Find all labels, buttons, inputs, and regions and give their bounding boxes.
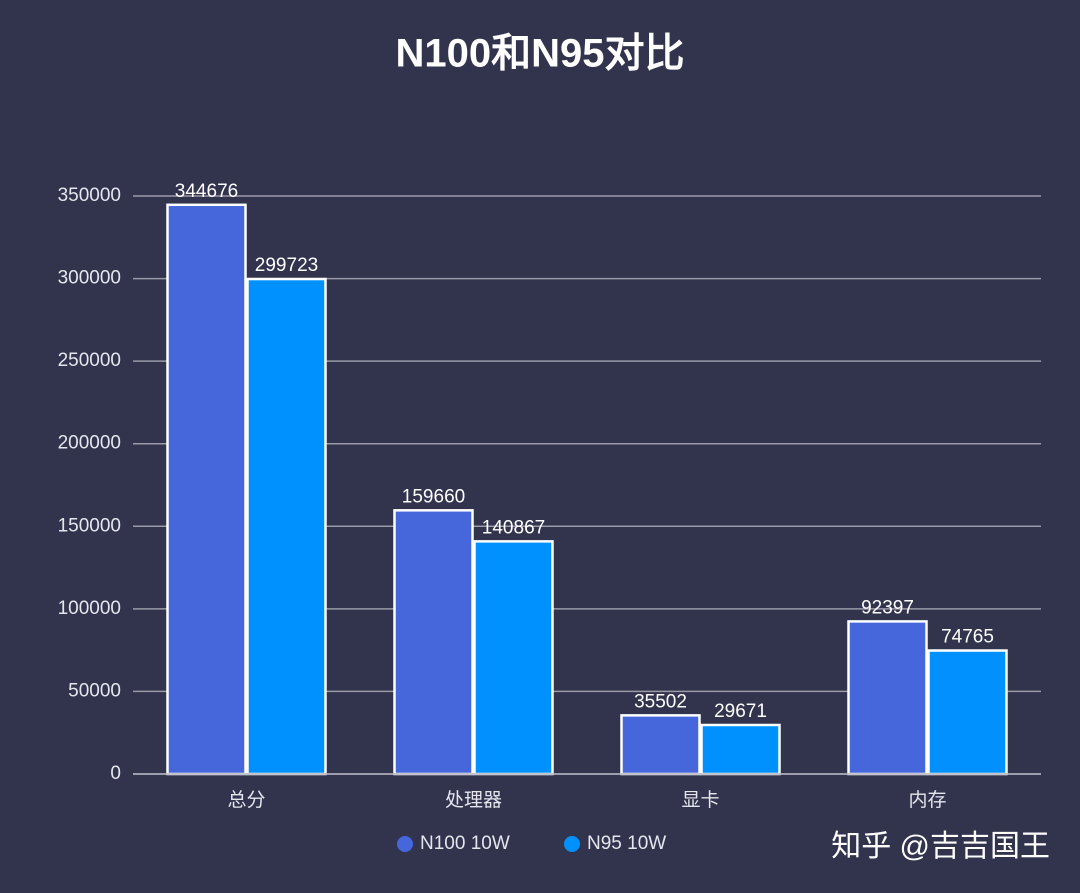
y-tick-label: 0 <box>110 763 121 784</box>
bar <box>620 714 701 776</box>
bar <box>166 203 247 776</box>
y-tick-label: 200000 <box>58 433 121 454</box>
x-tick-label: 显卡 <box>681 789 719 811</box>
y-tick-label: 300000 <box>58 268 121 289</box>
y-tick-label: 150000 <box>58 515 121 536</box>
y-tick-label: 350000 <box>58 185 121 206</box>
bar <box>473 540 554 776</box>
bar <box>700 723 781 776</box>
value-label: 344676 <box>175 181 238 202</box>
legend-label[interactable]: N95 10W <box>587 833 666 854</box>
y-tick-label: 100000 <box>58 598 121 619</box>
value-label: 29671 <box>714 701 767 722</box>
value-label: 159660 <box>402 486 465 507</box>
legend-marker[interactable] <box>564 836 580 852</box>
bar <box>927 649 1008 776</box>
x-tick-label: 内存 <box>908 789 946 811</box>
chart-title: N100和N95对比 <box>395 32 684 76</box>
x-tick-label: 处理器 <box>445 789 502 811</box>
legend-label[interactable]: N100 10W <box>420 833 510 854</box>
value-label: 140867 <box>482 517 545 538</box>
value-label: 92397 <box>861 597 914 618</box>
value-label: 35502 <box>634 691 687 712</box>
y-tick-label: 50000 <box>68 680 121 701</box>
bar <box>393 509 474 776</box>
x-tick-label: 总分 <box>227 789 265 811</box>
value-label: 299723 <box>255 255 318 276</box>
value-label: 74765 <box>941 627 994 648</box>
bar <box>847 620 928 776</box>
y-tick-label: 250000 <box>58 350 121 371</box>
legend-marker[interactable] <box>397 836 413 852</box>
watermark: 知乎 @吉吉国王 <box>831 830 1050 863</box>
bar <box>246 277 327 776</box>
